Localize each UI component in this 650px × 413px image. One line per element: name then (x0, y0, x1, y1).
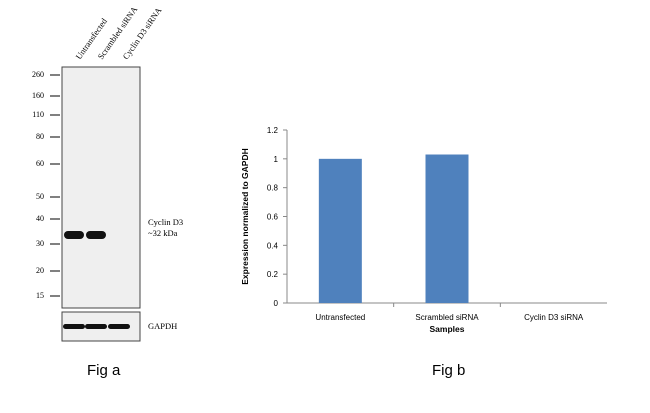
y-tick-label: 0.8 (267, 184, 279, 193)
bar-2 (425, 154, 469, 303)
marker-110: 110 (32, 110, 44, 119)
loading-label: GAPDH (148, 321, 177, 331)
loading-band-1 (63, 324, 85, 329)
marker-40: 40 (36, 214, 44, 223)
y-tick-label: 0 (274, 299, 279, 308)
y-tick-label: 0.4 (267, 241, 279, 250)
marker-60: 60 (36, 159, 44, 168)
fig-b-label: Fig b (432, 362, 466, 379)
target-size: ~32 kDa (148, 228, 178, 238)
y-tick-label: 1 (274, 155, 279, 164)
loading-band-3 (108, 324, 130, 329)
bar-1 (318, 158, 362, 303)
y-tick-label: 1.2 (267, 126, 279, 135)
x-tick-label: Untransfected (315, 313, 365, 322)
x-tick-label: Scrambled siRNA (415, 313, 479, 322)
marker-ladder: 260 160 110 80 60 50 40 30 20 15 (32, 70, 60, 300)
x-axis-title: Samples (430, 324, 465, 334)
y-tick-label: 0.6 (267, 213, 279, 222)
marker-30: 30 (36, 239, 44, 248)
blot-membrane (61, 66, 141, 309)
loading-band-2 (85, 324, 107, 329)
target-band-1 (64, 231, 84, 239)
y-tick-label: 0.2 (267, 270, 279, 279)
fig-a-label: Fig a (87, 362, 121, 379)
y-axis-title: Expression normalized to GAPDH (240, 148, 250, 285)
target-label: Cyclin D3 (148, 217, 183, 227)
marker-15: 15 (36, 291, 44, 300)
marker-50: 50 (36, 192, 44, 201)
marker-160: 160 (32, 91, 44, 100)
x-tick-label: Cyclin D3 siRNA (524, 313, 584, 322)
western-blot-panel: Untransfected Scrambled siRNA Cyclin D3 … (32, 4, 183, 342)
marker-80: 80 (36, 132, 44, 141)
marker-20: 20 (36, 266, 44, 275)
marker-260: 260 (32, 70, 44, 79)
target-bands (64, 231, 106, 239)
target-band-2 (86, 231, 106, 239)
loading-bands (63, 324, 130, 329)
lane-labels: Untransfected Scrambled siRNA Cyclin D3 … (73, 4, 164, 61)
bar-chart: 0 0.2 0.4 0.6 0.8 1 1.2 Untransfected Scrambled … (240, 126, 607, 334)
